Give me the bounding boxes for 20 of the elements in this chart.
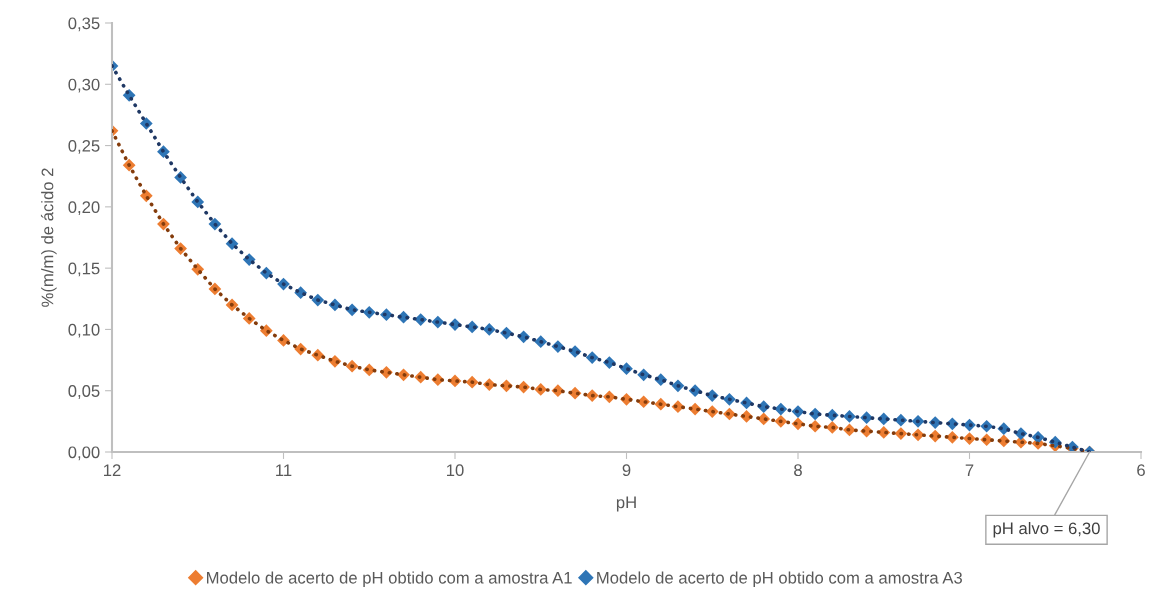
y-tick-label: 0,25 [68, 139, 100, 154]
x-tick-label: 8 [794, 464, 802, 477]
x-axis-title: pH [616, 496, 636, 512]
y-tick-label: 0,30 [68, 78, 100, 93]
x-tick-label: 12 [104, 464, 121, 476]
x-tick-label: 7 [965, 464, 974, 476]
x-tick-label: 11 [276, 464, 292, 476]
y-tick-label: 0,10 [68, 323, 100, 338]
y-tick-label: 0,00 [68, 446, 100, 461]
y-tick-label: 0,15 [68, 262, 100, 277]
legend-label: Modelo de acerto de pH obtido com a amostra A1 [207, 571, 572, 587]
y-tick-label: 0,05 [68, 385, 100, 399]
legend-label: Modelo de acerto de pH obtido com a amostra A3 [597, 571, 962, 587]
x-tick-label: 9 [622, 464, 631, 477]
y-tick-label: 0,20 [68, 201, 100, 216]
y-tick-label: 0,35 [68, 17, 100, 32]
annotation: pH alvo = 6,30 [993, 522, 1100, 538]
x-tick-label: 10 [447, 464, 464, 477]
x-tick-label: 6 [1137, 464, 1145, 477]
y-axis-title: %(m/m) de ácido 2 [40, 168, 57, 307]
